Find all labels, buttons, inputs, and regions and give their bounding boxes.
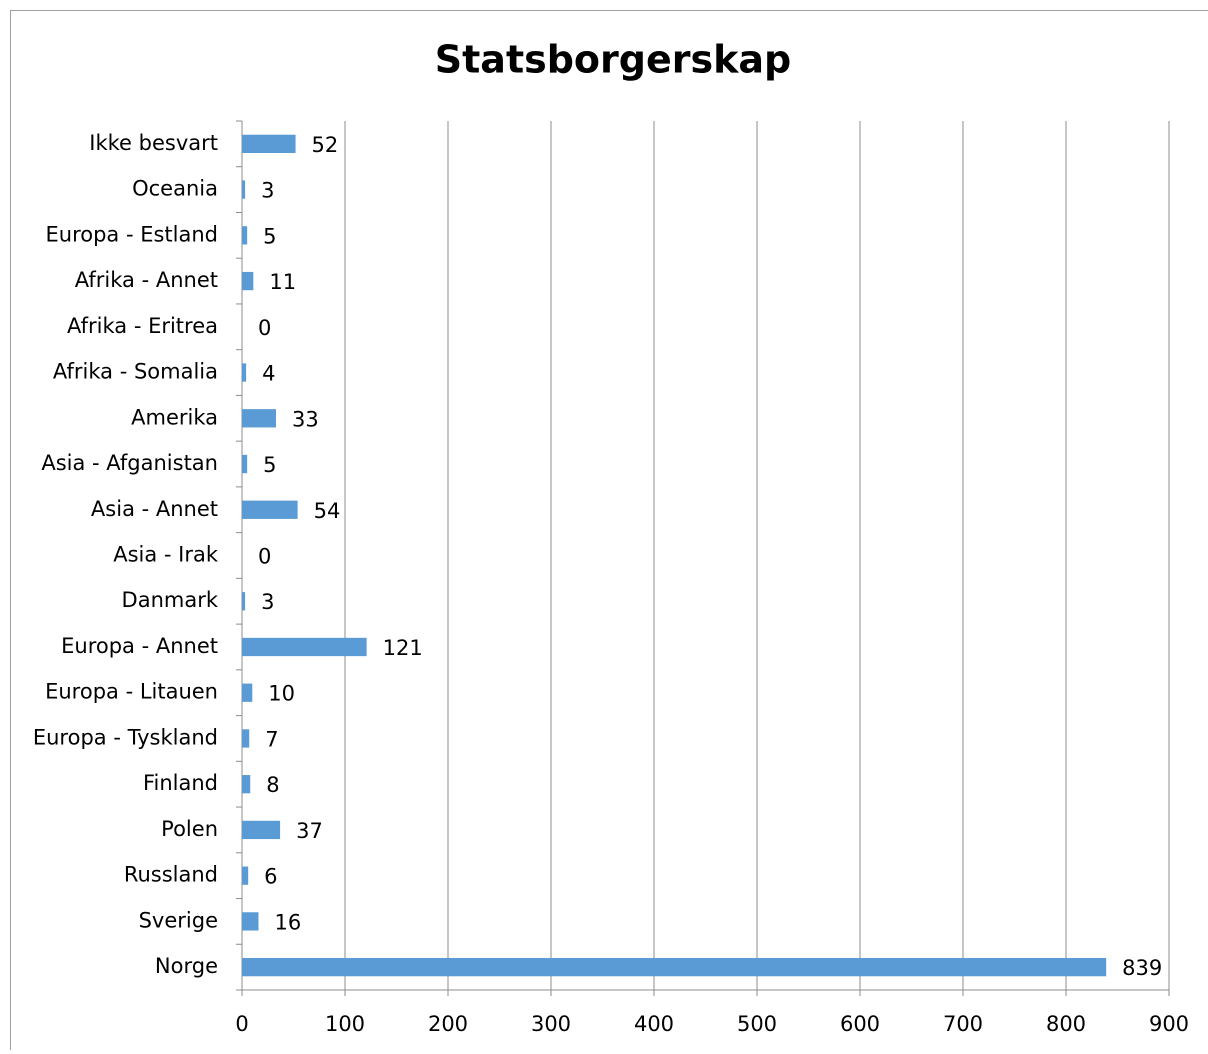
y-tick-label: Afrika - Somalia: [53, 360, 218, 384]
x-tick-label: 800: [1046, 1012, 1086, 1036]
y-tick-label: Danmark: [122, 588, 219, 612]
y-tick-label: Europa - Estland: [45, 222, 218, 246]
bar: [242, 409, 276, 427]
y-tick-label: Asia - Irak: [113, 543, 219, 567]
bar: [242, 592, 245, 610]
data-label: 5: [263, 453, 276, 477]
y-tick-label: Amerika: [131, 405, 218, 429]
x-tick-label: 900: [1149, 1012, 1189, 1036]
y-tick-label: Russland: [124, 863, 218, 887]
x-tick-label: 200: [428, 1012, 468, 1036]
bar: [242, 135, 296, 153]
y-tick-label: Afrika - Eritrea: [67, 314, 218, 338]
y-tick-label: Norge: [155, 954, 218, 978]
bar: [242, 912, 258, 930]
x-tick-label: 0: [235, 1012, 248, 1036]
x-tick-label: 300: [531, 1012, 571, 1036]
y-tick-label: Polen: [161, 817, 218, 841]
y-tick-label: Ikke besvart: [89, 131, 218, 155]
bar: [242, 821, 280, 839]
data-label: 4: [262, 362, 275, 386]
chart-title: Statsborgerskap: [435, 38, 791, 82]
bar: [242, 638, 367, 656]
y-tick-label: Asia - Afganistan: [41, 451, 218, 475]
y-tick-label: Europa - Litauen: [45, 680, 218, 704]
data-label: 52: [312, 133, 339, 157]
bar: [242, 958, 1106, 976]
data-label: 7: [265, 727, 278, 751]
x-tick-label: 500: [737, 1012, 777, 1036]
y-tick-label: Europa - Annet: [61, 634, 218, 658]
data-label: 54: [314, 499, 341, 523]
y-tick-label: Sverige: [139, 908, 218, 932]
bar: [242, 775, 250, 793]
data-label: 3: [261, 179, 274, 203]
bar: [242, 272, 253, 290]
bar: [242, 684, 252, 702]
data-label: 0: [258, 545, 271, 569]
x-tick-label: 100: [325, 1012, 365, 1036]
bar: [242, 867, 248, 885]
x-tick-label: 400: [634, 1012, 674, 1036]
data-label: 0: [258, 316, 271, 340]
bar: [242, 501, 298, 519]
y-tick-label: Oceania: [132, 177, 218, 201]
data-label: 5: [263, 224, 276, 248]
chart-frame: [11, 11, 1208, 1051]
x-tick-label: 600: [840, 1012, 880, 1036]
y-tick-label: Asia - Annet: [91, 497, 218, 521]
data-label: 16: [274, 910, 301, 934]
x-tick-label: 700: [943, 1012, 983, 1036]
bar: [242, 455, 247, 473]
y-tick-label: Finland: [143, 771, 218, 795]
data-label: 121: [383, 636, 423, 660]
bar: [242, 226, 247, 244]
data-label: 8: [266, 773, 279, 797]
data-label: 3: [261, 590, 274, 614]
y-tick-label: Afrika - Annet: [75, 268, 218, 292]
data-label: 839: [1122, 956, 1162, 980]
bar: [242, 729, 249, 747]
data-label: 11: [269, 270, 296, 294]
bar: [242, 180, 245, 198]
bar: [242, 363, 246, 381]
y-tick-label: Europa - Tyskland: [33, 725, 218, 749]
data-label: 6: [264, 865, 277, 889]
data-label: 33: [292, 407, 319, 431]
data-label: 37: [296, 819, 323, 843]
data-label: 10: [268, 682, 295, 706]
